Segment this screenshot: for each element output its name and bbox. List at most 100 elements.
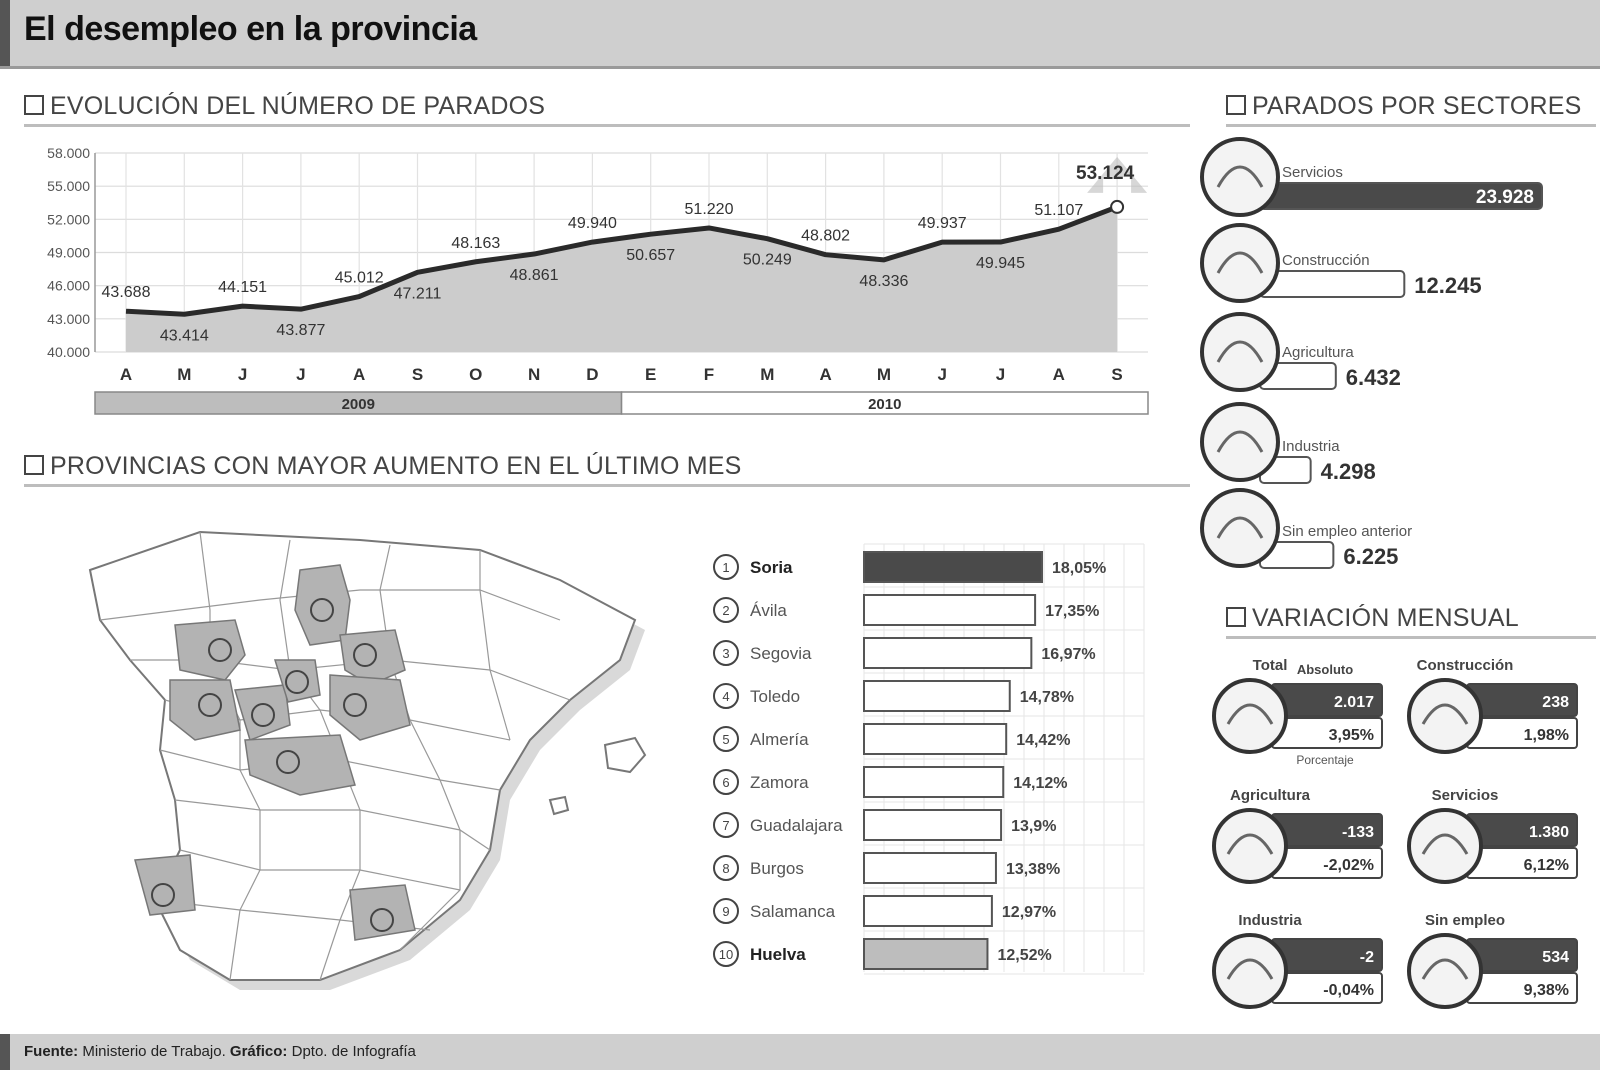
rank-label: 9 — [722, 904, 729, 919]
variacion-pct-value: -0,04% — [1323, 982, 1374, 999]
legend-porcentaje: Porcentaje — [1296, 753, 1354, 767]
variacion-illustration-icon — [1212, 678, 1288, 754]
rank-label: 7 — [722, 818, 729, 833]
footer: Fuente: Ministerio de Trabajo. Gráfico: … — [0, 1034, 1600, 1070]
y-tick-label: 52.000 — [47, 211, 90, 227]
sector-label: Sin empleo anterior — [1282, 523, 1412, 540]
province-bar — [863, 680, 1011, 712]
sector-illustration-detail — [1216, 251, 1264, 274]
province-label: Zamora — [750, 773, 809, 792]
x-tick-label: A — [819, 365, 831, 384]
sector-illustration-icon — [1200, 402, 1280, 482]
data-label: 48.802 — [801, 228, 850, 245]
y-tick-label: 55.000 — [47, 178, 90, 194]
rank-label: 5 — [722, 732, 729, 747]
section-label: PROVINCIAS CON MAYOR AUMENTO EN EL ÚLTIM… — [50, 452, 742, 480]
variacion-label: Total — [1253, 657, 1288, 674]
footer-graphic-label: Gráfico: — [229, 1043, 288, 1060]
value-label: 13,38% — [1006, 861, 1060, 878]
section-label: PARADOS POR SECTORES — [1252, 92, 1582, 120]
trend-arrow-icon — [1087, 156, 1148, 193]
sector-label: Industria — [1282, 438, 1340, 455]
data-label: 45.012 — [335, 270, 384, 287]
rank-label: 2 — [722, 603, 729, 618]
data-label: 51.107 — [1034, 202, 1083, 219]
data-label: 48.163 — [451, 235, 500, 252]
legend-absoluto: Absoluto — [1297, 662, 1353, 677]
year-bar-2010 — [620, 391, 1149, 415]
section-label: VARIACIÓN MENSUAL — [1252, 604, 1519, 632]
data-label: 50.249 — [743, 252, 792, 269]
variacion-illustration-icon — [1212, 808, 1288, 884]
series-area — [126, 206, 1118, 352]
checkbox-icon — [1226, 95, 1246, 115]
x-tick-label: A — [1053, 365, 1065, 384]
provinces-bar-chart: 1 Soria 18,05% 2 Ávila 17,35% 3 Segovia 16,97% 4 T… — [713, 543, 1145, 975]
variacion-illustration-icon — [1212, 933, 1288, 1009]
province-label: Guadalajara — [750, 816, 843, 835]
value-label: 14,12% — [1013, 775, 1067, 792]
data-label: 53.124 — [1076, 163, 1135, 184]
variacion-illustration-icon — [1407, 808, 1483, 884]
sectors-chart: Servicios 23.928 Construcción 12.245 Agricul… — [1200, 137, 1543, 569]
variacion-illustration-icon — [1407, 933, 1483, 1009]
value-label: 17,35% — [1045, 603, 1099, 620]
x-tick-label: S — [412, 365, 423, 384]
page-header: El desempleo en la provincia — [0, 0, 1600, 69]
x-tick-label: D — [586, 365, 598, 384]
province-bar — [863, 551, 1043, 583]
variacion-pct-value: 9,38% — [1524, 982, 1569, 999]
x-tick-label: O — [469, 365, 482, 384]
rank-marker — [713, 812, 739, 838]
evolution-chart: 58.000 55.000 52.000 49.000 46.000 43.000 40.0… — [47, 145, 1149, 415]
y-tick-label: 43.000 — [47, 311, 90, 327]
rank-label: 8 — [722, 861, 729, 876]
data-label: 49.945 — [976, 255, 1025, 272]
province-bar — [863, 637, 1033, 669]
variacion-illustration-detail — [1226, 833, 1274, 855]
variacion-label: Construcción — [1417, 657, 1514, 674]
sector-illustration-icon — [1200, 312, 1280, 392]
sector-value: 6.225 — [1343, 544, 1398, 569]
series-line — [125, 204, 1118, 317]
variacion-mensual: Total 2.017 3,95% Construcción 238 1,98% Agric… — [1212, 657, 1578, 1009]
divider — [1226, 636, 1596, 639]
variacion-illustration-icon — [1407, 678, 1483, 754]
variacion-pct-value: 3,95% — [1329, 727, 1374, 744]
data-label: 49.940 — [568, 215, 617, 232]
rank-marker — [713, 855, 739, 881]
rank-marker — [713, 640, 739, 666]
variacion-pct-value: 1,98% — [1524, 727, 1569, 744]
y-tick-label: 40.000 — [47, 344, 90, 360]
rank-marker — [713, 941, 739, 967]
x-tick-label: J — [937, 365, 946, 384]
value-label: 12,52% — [997, 947, 1051, 964]
province-label: Toledo — [750, 687, 800, 706]
footer-source: Ministerio de Trabajo. — [82, 1043, 226, 1060]
rank-label: 4 — [722, 689, 729, 704]
variacion-illustration-detail — [1421, 958, 1469, 980]
variacion-abs-value: 534 — [1542, 949, 1569, 966]
last-point-marker — [1110, 199, 1125, 214]
spain-map — [88, 530, 647, 990]
province-label: Ávila — [750, 601, 787, 620]
value-label: 18,05% — [1052, 560, 1106, 577]
map-province-avila — [234, 684, 291, 741]
rank-marker — [713, 683, 739, 709]
variacion-abs-value: 2.017 — [1334, 694, 1374, 711]
x-tick-label: J — [238, 365, 247, 384]
variacion-abs-value: -2 — [1360, 949, 1374, 966]
data-label: 43.414 — [160, 327, 209, 344]
x-tick-label: M — [177, 365, 191, 384]
checkbox-icon — [24, 95, 44, 115]
rank-label: 10 — [719, 947, 733, 962]
section-title-variacion: VARIACIÓN MENSUAL — [1226, 604, 1519, 633]
x-tick-label: A — [120, 365, 132, 384]
divider — [24, 124, 1190, 127]
section-title-provincias: PROVINCIAS CON MAYOR AUMENTO EN EL ÚLTIM… — [24, 452, 742, 481]
data-label: 43.688 — [102, 284, 151, 301]
variacion-label: Servicios — [1432, 787, 1499, 804]
rank-label: 6 — [722, 775, 729, 790]
rank-marker — [713, 898, 739, 924]
data-label: 51.220 — [685, 201, 734, 218]
